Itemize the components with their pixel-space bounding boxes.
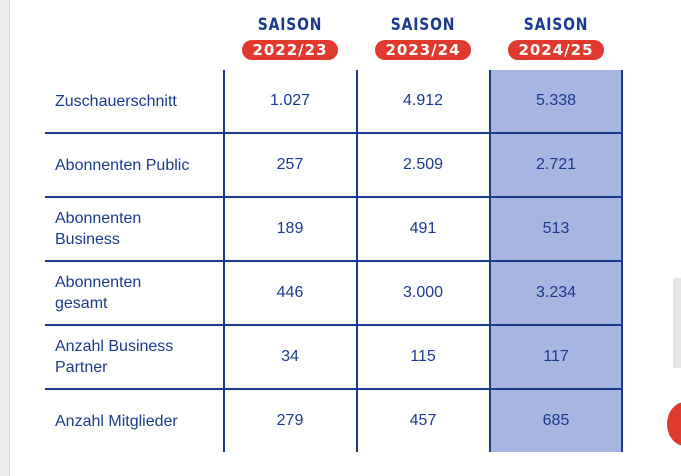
cell-value: 117 <box>543 348 569 365</box>
column-header-2022-23: SAISON 2022/23 <box>223 14 357 60</box>
row-label: Abonnenten gesamt <box>55 274 142 312</box>
cell-value: 115 <box>410 348 436 365</box>
cell-value: 279 <box>276 412 304 429</box>
table-row: Abonnenten Public 257 2.509 2.721 <box>45 134 623 196</box>
row-label: Abonnenten Business <box>55 210 142 248</box>
cell-value: 189 <box>276 220 304 237</box>
column-header-2023-24: SAISON 2023/24 <box>356 14 490 60</box>
row-label: Abonnenten Public <box>55 156 190 174</box>
cell-value: 5.338 <box>535 92 577 109</box>
row-label: Anzahl Mitglieder <box>55 412 178 430</box>
column-header-year-badge: 2022/23 <box>242 40 338 60</box>
row-label: Anzahl Business Partner <box>55 338 174 376</box>
cell-value: 1.027 <box>269 92 311 109</box>
left-page-edge <box>0 0 10 476</box>
cell-value: 685 <box>542 412 570 429</box>
cell-value: 2.509 <box>402 156 444 173</box>
cell-value: 2.721 <box>535 156 577 173</box>
column-header-saison-label: SAISON <box>257 15 323 35</box>
column-header-year-badge: 2023/24 <box>375 40 471 60</box>
cell-value: 34 <box>281 348 299 365</box>
table-row: Abonnenten Business 189 491 513 <box>45 198 623 260</box>
row-divider <box>45 260 623 262</box>
column-header-saison-label: SAISON <box>523 15 589 35</box>
statistics-table: Zuschauerschnitt 1.027 4.912 5.338 Abonn… <box>45 70 623 452</box>
cell-value: 513 <box>542 220 570 237</box>
table-row: Anzahl Business Partner 34 115 117 <box>45 326 623 388</box>
row-divider <box>45 388 623 390</box>
column-header-saison-label: SAISON <box>390 15 456 35</box>
cell-value: 491 <box>409 220 437 237</box>
row-divider <box>45 196 623 198</box>
column-header-year-badge: 2024/25 <box>508 40 604 60</box>
column-header-2024-25: SAISON 2024/25 <box>489 14 623 60</box>
cell-value: 3.234 <box>535 284 577 301</box>
row-label: Zuschauerschnitt <box>55 92 177 110</box>
cell-value: 4.912 <box>402 92 444 109</box>
right-side-panel-edge <box>673 278 681 368</box>
table-row: Abonnenten gesamt 446 3.000 3.234 <box>45 262 623 324</box>
cell-value: 257 <box>276 156 304 173</box>
row-divider <box>45 324 623 326</box>
cell-value: 446 <box>276 284 304 301</box>
cell-value: 3.000 <box>402 284 444 301</box>
table-row: Zuschauerschnitt 1.027 4.912 5.338 <box>45 70 623 132</box>
red-circle-button-edge[interactable] <box>667 402 681 446</box>
table-row: Anzahl Mitglieder 279 457 685 <box>45 390 623 452</box>
row-divider <box>45 132 623 134</box>
cell-value: 457 <box>409 412 437 429</box>
